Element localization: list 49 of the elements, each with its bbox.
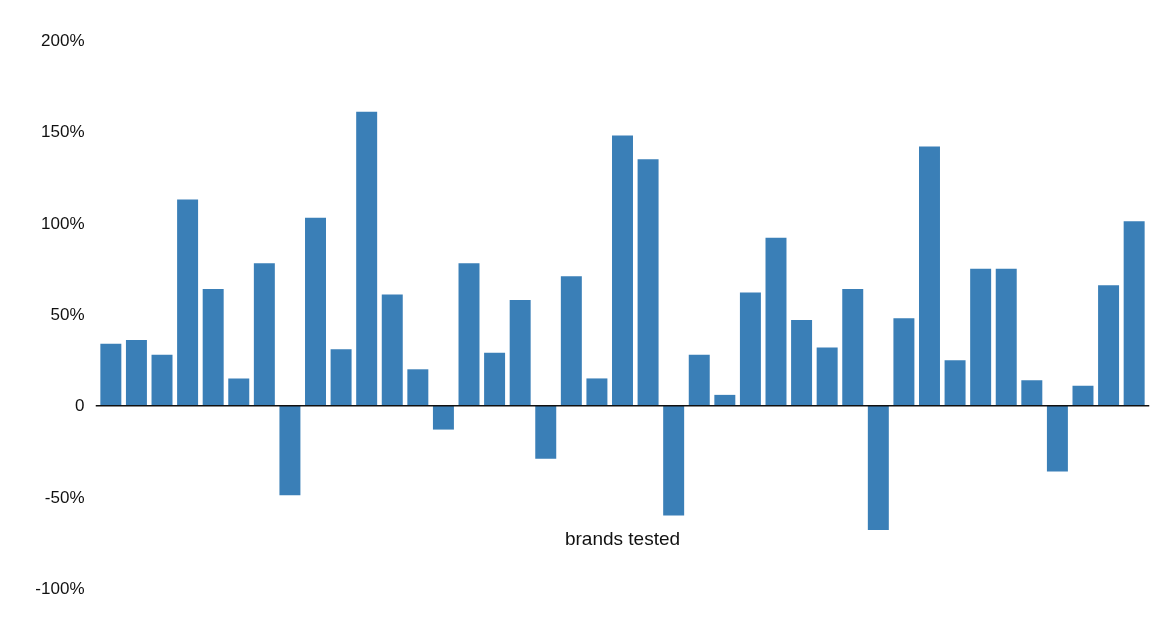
y-tick-label: -50% bbox=[44, 487, 85, 507]
bar bbox=[816, 347, 838, 406]
bar bbox=[432, 405, 454, 430]
y-tick-label: -100% bbox=[35, 579, 85, 598]
bar bbox=[356, 111, 378, 406]
bar bbox=[407, 369, 429, 406]
bar bbox=[458, 263, 480, 406]
bar bbox=[842, 288, 864, 406]
bar bbox=[919, 146, 940, 406]
bar bbox=[560, 276, 582, 406]
bar bbox=[791, 319, 813, 406]
bar bbox=[688, 354, 710, 406]
bar bbox=[202, 288, 224, 406]
bar bbox=[484, 352, 506, 406]
y-tick-label: 200% bbox=[41, 31, 85, 50]
bar bbox=[765, 237, 787, 406]
bar bbox=[535, 405, 557, 459]
bar bbox=[714, 394, 736, 406]
bar bbox=[893, 318, 915, 406]
y-tick-label: 0 bbox=[75, 396, 85, 416]
bar bbox=[637, 159, 659, 406]
bar bbox=[995, 268, 1017, 406]
bar bbox=[944, 360, 966, 406]
bar bbox=[305, 217, 326, 406]
x-axis-title: brands tested bbox=[564, 527, 681, 549]
y-tick-label: 150% bbox=[41, 122, 85, 142]
bar bbox=[739, 292, 761, 406]
bar bbox=[1021, 380, 1043, 406]
bar bbox=[1072, 385, 1094, 406]
bar bbox=[509, 299, 531, 406]
y-tick-label: 100% bbox=[41, 213, 85, 233]
bar bbox=[970, 268, 992, 406]
bar bbox=[279, 405, 301, 496]
bar bbox=[330, 349, 352, 406]
y-tick-label: 50% bbox=[50, 305, 85, 324]
bar bbox=[867, 405, 889, 531]
bar bbox=[1046, 405, 1068, 472]
bar bbox=[1123, 221, 1145, 406]
bar bbox=[663, 405, 685, 516]
bar bbox=[177, 199, 199, 406]
bar bbox=[253, 263, 275, 406]
bar bbox=[100, 343, 122, 406]
bar bbox=[125, 340, 147, 406]
bar bbox=[1098, 285, 1120, 406]
bar bbox=[228, 378, 250, 406]
bar bbox=[586, 378, 608, 406]
bar bbox=[151, 354, 173, 406]
bar bbox=[381, 294, 403, 406]
bar bbox=[612, 135, 633, 406]
